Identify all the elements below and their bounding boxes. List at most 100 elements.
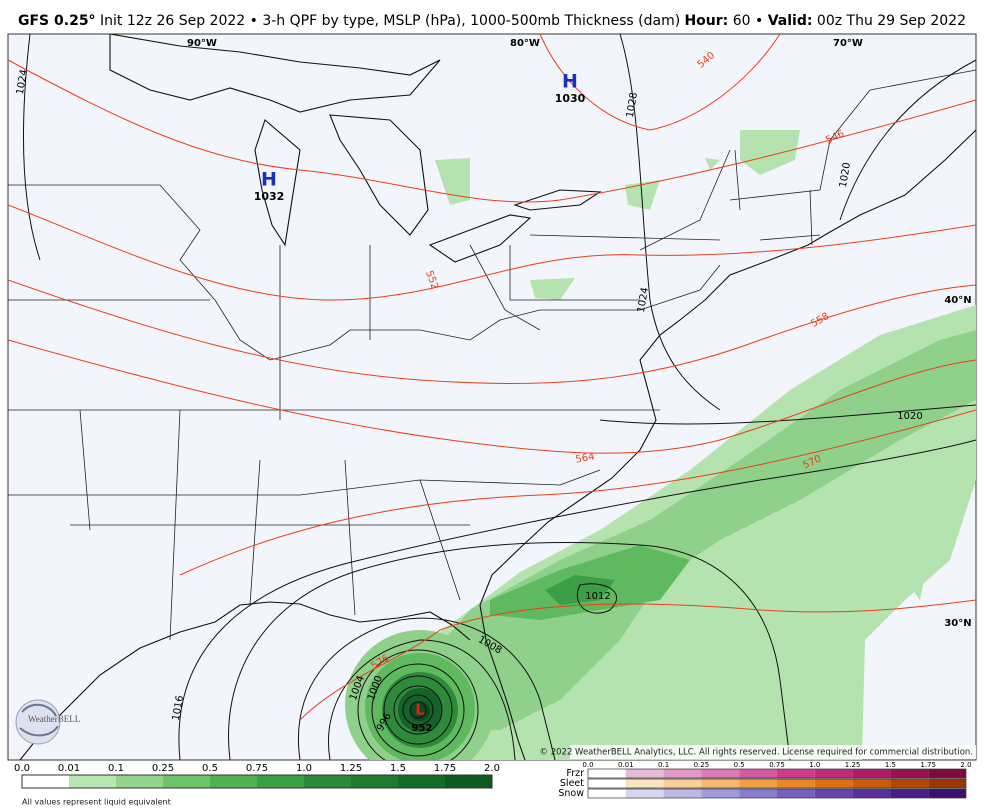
isobar-label: 1028 bbox=[625, 92, 640, 119]
logo: WeatherBELL bbox=[15, 699, 80, 745]
rain-scale-label: 0.0 bbox=[14, 763, 30, 774]
ptype-swatch bbox=[814, 779, 853, 788]
ptype-swatch bbox=[588, 769, 626, 778]
low-pressure: 952 bbox=[412, 723, 433, 734]
rain-swatch bbox=[304, 775, 351, 788]
ptype-scale-label: 0.1 bbox=[658, 761, 669, 769]
high-symbol: H bbox=[562, 71, 578, 93]
rain-swatch bbox=[69, 775, 116, 788]
ptype-swatch bbox=[701, 769, 740, 778]
precipitation bbox=[345, 130, 976, 760]
ptype-scale-label: 1.25 bbox=[845, 761, 861, 769]
rain-swatch bbox=[22, 775, 69, 788]
isobar-label: 1012 bbox=[585, 591, 610, 602]
high-pressure: 1032 bbox=[254, 190, 285, 203]
ptype-swatch bbox=[890, 789, 929, 798]
thickness-lines bbox=[8, 34, 976, 721]
separator: • bbox=[755, 13, 763, 29]
ptype-swatch bbox=[814, 789, 853, 798]
ptype-swatch bbox=[663, 789, 702, 798]
isobar-label: 1016 bbox=[171, 695, 186, 722]
rain-scale-label: 1.75 bbox=[434, 763, 456, 774]
isobar-label: 1024 bbox=[15, 69, 30, 96]
ptype-scale-label: 0.75 bbox=[769, 761, 785, 769]
ptype-swatch bbox=[852, 789, 891, 798]
latitude-label: 30°N bbox=[944, 618, 971, 629]
ptype-swatch bbox=[928, 789, 966, 798]
header-right: Hour: 60 • Valid: 00z Thu 29 Sep 2022 bbox=[684, 13, 966, 29]
map: 90°W 80°W 70°W40°N30°NH1032H1030L952102410… bbox=[7, 33, 977, 761]
ptype-row-label: Snow bbox=[558, 788, 584, 799]
hour: 60 bbox=[733, 13, 751, 29]
rain-scale-label: 0.1 bbox=[108, 763, 124, 774]
rain-scale-label: 0.01 bbox=[58, 763, 80, 774]
rain-scale-label: 0.25 bbox=[152, 763, 174, 774]
low-symbol: L bbox=[415, 701, 425, 719]
ptype-swatch bbox=[777, 779, 815, 788]
latitude-label: 40°N bbox=[944, 295, 971, 306]
copyright: © 2022 WeatherBELL Analytics, LLC. All r… bbox=[540, 748, 973, 758]
rain-scale-label: 1.25 bbox=[340, 763, 362, 774]
rain-scale-label: 2.0 bbox=[484, 763, 500, 774]
longitude-label: 80°W bbox=[510, 38, 540, 49]
valid-label: Valid: bbox=[768, 13, 813, 29]
header-left: GFS 0.25° Init 12z 26 Sep 2022 • 3-h QPF… bbox=[18, 13, 680, 29]
rain-swatch bbox=[116, 775, 163, 788]
thickness-label: 564 bbox=[575, 451, 596, 465]
rain-swatch bbox=[398, 775, 445, 788]
ptype-swatch bbox=[814, 769, 853, 778]
copyright-bg bbox=[570, 745, 976, 759]
legend: All values represent liquid equivalent 0… bbox=[14, 761, 972, 807]
ptype-frame bbox=[587, 778, 967, 789]
ptype-swatch bbox=[588, 789, 626, 798]
ptype-swatch bbox=[739, 779, 777, 788]
ptype-swatch bbox=[852, 779, 891, 788]
rain-swatch bbox=[257, 775, 304, 788]
ptype-scale-label: 0.0 bbox=[582, 761, 593, 769]
ptype-swatch bbox=[625, 789, 664, 798]
ptype-frame bbox=[587, 768, 967, 779]
ptype-swatch bbox=[777, 789, 815, 798]
ptype-swatch bbox=[928, 779, 966, 788]
ptype-scale-label: 1.75 bbox=[920, 761, 936, 769]
hour-label: Hour: bbox=[684, 13, 728, 29]
ptype-row-label: Sleet bbox=[560, 778, 584, 789]
high-symbol: H bbox=[261, 169, 277, 191]
ptype-swatch bbox=[928, 769, 966, 778]
rain-scale-label: 0.5 bbox=[202, 763, 218, 774]
ptype-row-label: Frzr bbox=[566, 768, 584, 779]
legend-note: All values represent liquid equivalent bbox=[22, 798, 171, 807]
ptype-swatch bbox=[890, 769, 929, 778]
ptype-swatch bbox=[663, 769, 702, 778]
ptype-swatch bbox=[663, 779, 702, 788]
ptype-swatch bbox=[890, 779, 929, 788]
ptype-frame bbox=[587, 788, 967, 799]
ptype-swatch bbox=[739, 769, 777, 778]
rain-swatch bbox=[445, 775, 492, 788]
rain-scale-label: 0.75 bbox=[246, 763, 268, 774]
ptype-swatch bbox=[852, 769, 891, 778]
isobar-label: 1024 bbox=[636, 287, 651, 314]
ptype-scale-label: 0.25 bbox=[694, 761, 710, 769]
ptype-scale-label: 0.5 bbox=[734, 761, 745, 769]
high-pressure: 1030 bbox=[555, 92, 586, 105]
rain-scale-label: 1.0 bbox=[296, 763, 312, 774]
rain-swatch bbox=[163, 775, 210, 788]
ptype-scale-label: 1.5 bbox=[885, 761, 896, 769]
ptype-swatch bbox=[588, 779, 626, 788]
description: Init 12z 26 Sep 2022 • 3-h QPF by type, … bbox=[100, 13, 680, 29]
logo-text: WeatherBELL bbox=[28, 714, 80, 724]
map-content: 90°W 80°W 70°W40°N30°NH1032H1030L952102410… bbox=[8, 34, 976, 760]
ptype-swatch bbox=[625, 769, 664, 778]
rain-frame bbox=[21, 774, 493, 789]
ptype-swatch bbox=[739, 789, 777, 798]
rain-swatch bbox=[351, 775, 398, 788]
isobar-label: 1020 bbox=[897, 411, 922, 422]
ptype-swatch bbox=[625, 779, 664, 788]
ptype-scale-label: 2.0 bbox=[960, 761, 971, 769]
longitude-label: 70°W bbox=[833, 38, 863, 49]
ptype-scale-label: 1.0 bbox=[809, 761, 820, 769]
valid: 00z Thu 29 Sep 2022 bbox=[817, 13, 966, 29]
model: GFS 0.25° bbox=[18, 13, 96, 29]
